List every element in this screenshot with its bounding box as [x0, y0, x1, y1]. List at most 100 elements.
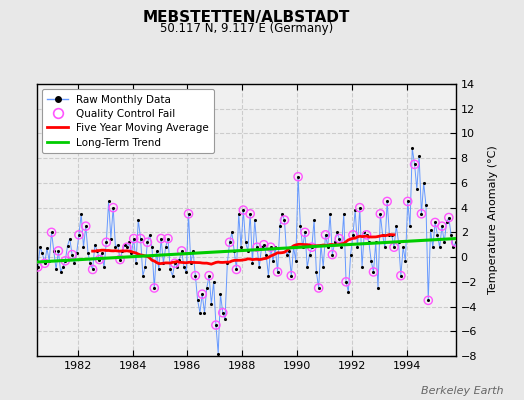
Point: [296, 223, 304, 229]
Point: [403, 198, 412, 205]
Point: [253, 244, 261, 250]
Point: [89, 266, 97, 273]
Point: [397, 272, 405, 279]
Point: [301, 229, 309, 236]
Point: [25, 248, 33, 254]
Point: [59, 264, 67, 270]
Point: [415, 152, 423, 159]
Point: [410, 161, 419, 168]
Point: [454, 252, 462, 258]
Point: [278, 211, 286, 217]
Point: [287, 272, 296, 279]
Point: [403, 198, 412, 205]
Point: [136, 235, 145, 242]
Point: [250, 217, 259, 223]
Point: [424, 297, 432, 304]
Point: [82, 223, 90, 229]
Point: [440, 239, 449, 246]
Point: [102, 239, 111, 246]
Point: [299, 244, 307, 250]
Point: [22, 288, 30, 295]
Point: [342, 279, 350, 285]
Point: [205, 272, 213, 279]
Point: [447, 232, 455, 238]
Point: [331, 239, 339, 246]
Point: [264, 272, 272, 279]
Point: [27, 260, 35, 266]
Point: [219, 310, 227, 316]
Point: [225, 239, 234, 246]
Point: [164, 235, 172, 242]
Point: [196, 310, 204, 316]
Point: [54, 248, 62, 254]
Point: [93, 248, 101, 254]
Point: [340, 211, 348, 217]
Point: [61, 258, 69, 264]
Point: [57, 269, 65, 275]
Point: [312, 269, 321, 275]
Point: [319, 264, 328, 270]
Point: [225, 239, 234, 246]
Point: [255, 264, 264, 270]
Point: [102, 239, 111, 246]
Point: [50, 248, 58, 254]
Point: [52, 266, 60, 273]
Point: [369, 269, 378, 275]
Text: MEBSTETTEN/ALBSTADT: MEBSTETTEN/ALBSTADT: [143, 10, 350, 25]
Point: [198, 291, 206, 297]
Point: [328, 252, 336, 258]
Point: [292, 258, 300, 264]
Point: [274, 269, 282, 275]
Point: [429, 244, 437, 250]
Point: [164, 235, 172, 242]
Legend: Raw Monthly Data, Quality Control Fail, Five Year Moving Average, Long-Term Tren: Raw Monthly Data, Quality Control Fail, …: [42, 89, 214, 153]
Point: [282, 252, 291, 258]
Point: [95, 256, 104, 263]
Point: [200, 310, 209, 316]
Point: [308, 244, 316, 250]
Point: [191, 272, 200, 279]
Point: [230, 248, 238, 254]
Point: [95, 256, 104, 263]
Point: [333, 229, 341, 236]
Point: [294, 174, 302, 180]
Point: [150, 285, 158, 291]
Point: [40, 260, 49, 266]
Point: [43, 245, 51, 252]
Point: [383, 198, 391, 205]
Point: [168, 272, 177, 279]
Point: [184, 211, 193, 217]
Point: [148, 244, 156, 250]
Point: [20, 235, 28, 242]
Point: [116, 256, 124, 263]
Point: [287, 272, 296, 279]
Point: [184, 211, 193, 217]
Point: [75, 232, 83, 238]
Point: [72, 250, 81, 256]
Point: [294, 174, 302, 180]
Point: [376, 211, 385, 217]
Point: [303, 264, 311, 270]
Point: [129, 235, 138, 242]
Point: [438, 223, 446, 229]
Point: [401, 258, 410, 264]
Point: [328, 252, 336, 258]
Point: [363, 232, 371, 238]
Point: [351, 207, 359, 213]
Point: [346, 252, 355, 258]
Point: [31, 252, 40, 258]
Point: [435, 244, 444, 250]
Point: [68, 252, 77, 258]
Point: [20, 235, 28, 242]
Point: [34, 264, 42, 270]
Point: [63, 243, 72, 249]
Point: [388, 232, 396, 238]
Point: [193, 297, 202, 304]
Point: [38, 250, 47, 256]
Point: [358, 264, 366, 270]
Point: [399, 244, 407, 250]
Point: [412, 186, 421, 192]
Point: [139, 272, 147, 279]
Point: [203, 285, 211, 291]
Point: [75, 232, 83, 238]
